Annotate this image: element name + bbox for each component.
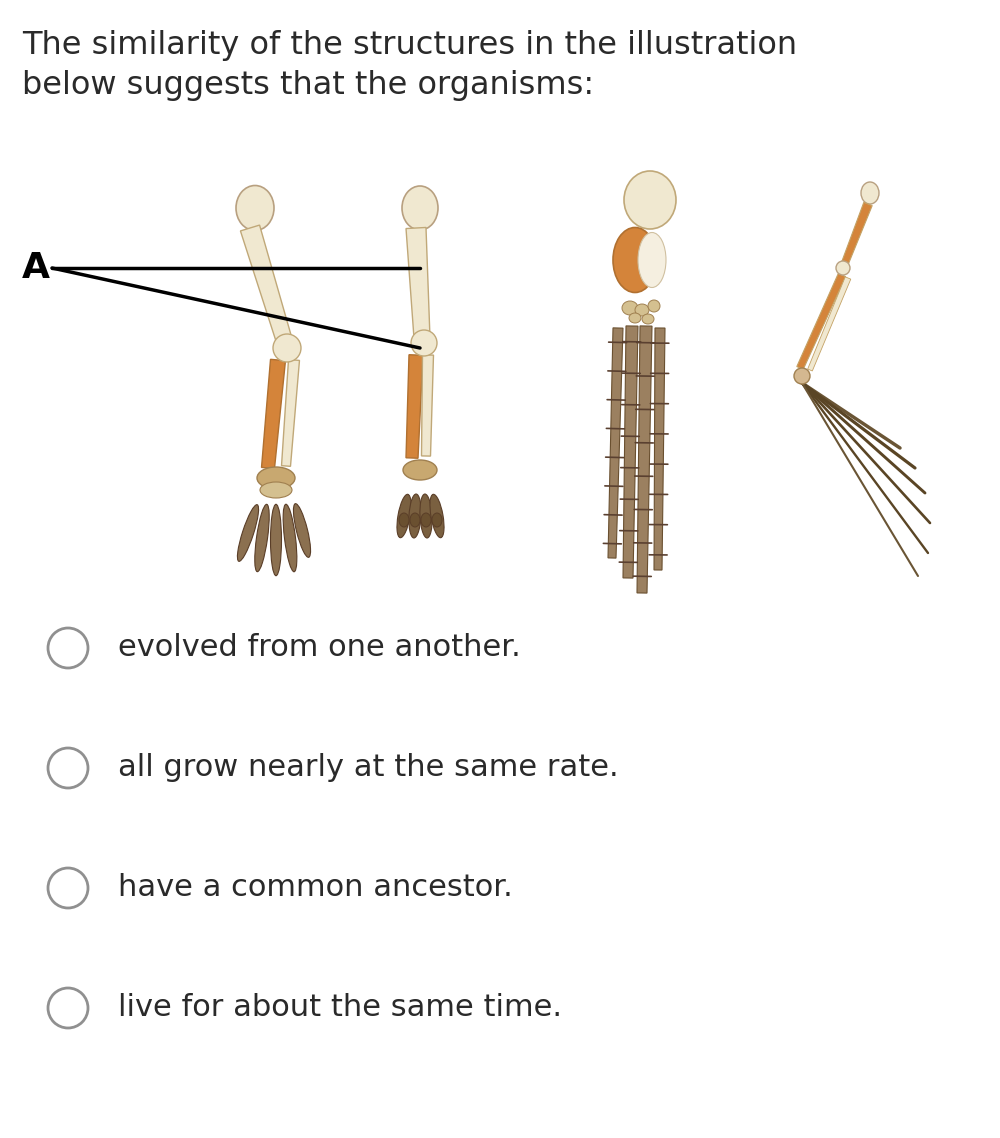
Ellipse shape xyxy=(260,483,292,498)
Ellipse shape xyxy=(255,504,269,571)
Ellipse shape xyxy=(237,504,259,561)
Text: evolved from one another.: evolved from one another. xyxy=(118,634,521,662)
Ellipse shape xyxy=(270,504,282,576)
Ellipse shape xyxy=(629,313,641,323)
Ellipse shape xyxy=(410,513,420,527)
Ellipse shape xyxy=(397,494,411,537)
Polygon shape xyxy=(282,360,299,467)
Ellipse shape xyxy=(411,330,437,356)
Ellipse shape xyxy=(635,304,649,316)
Ellipse shape xyxy=(273,333,301,362)
Text: The similarity of the structures in the illustration: The similarity of the structures in the … xyxy=(22,30,797,61)
Ellipse shape xyxy=(861,182,879,204)
Ellipse shape xyxy=(420,494,432,538)
Ellipse shape xyxy=(257,467,295,489)
Ellipse shape xyxy=(430,494,444,537)
Text: live for about the same time.: live for about the same time. xyxy=(118,993,562,1023)
Polygon shape xyxy=(808,277,851,371)
Text: A: A xyxy=(22,251,50,284)
Text: below suggests that the organisms:: below suggests that the organisms: xyxy=(22,71,594,101)
Ellipse shape xyxy=(402,185,438,230)
Polygon shape xyxy=(637,325,652,593)
Polygon shape xyxy=(240,225,293,345)
Polygon shape xyxy=(842,203,872,264)
Polygon shape xyxy=(608,328,623,558)
Polygon shape xyxy=(406,355,423,459)
Polygon shape xyxy=(623,325,638,578)
Ellipse shape xyxy=(794,368,810,384)
Ellipse shape xyxy=(638,232,666,288)
Ellipse shape xyxy=(836,261,850,275)
Ellipse shape xyxy=(613,228,657,292)
Ellipse shape xyxy=(642,314,654,324)
Ellipse shape xyxy=(283,504,297,571)
Text: have a common ancestor.: have a common ancestor. xyxy=(118,874,513,902)
Text: all grow nearly at the same rate.: all grow nearly at the same rate. xyxy=(118,753,619,783)
Ellipse shape xyxy=(648,300,660,312)
Ellipse shape xyxy=(409,494,421,538)
Ellipse shape xyxy=(421,513,431,527)
Ellipse shape xyxy=(236,185,274,231)
Polygon shape xyxy=(406,228,430,338)
Polygon shape xyxy=(262,360,285,469)
Ellipse shape xyxy=(622,300,638,315)
Polygon shape xyxy=(654,328,665,570)
Polygon shape xyxy=(797,273,846,370)
Polygon shape xyxy=(422,355,433,456)
Ellipse shape xyxy=(432,513,442,527)
Ellipse shape xyxy=(624,171,676,229)
Ellipse shape xyxy=(293,504,311,558)
Ellipse shape xyxy=(403,460,437,480)
Ellipse shape xyxy=(399,513,409,527)
